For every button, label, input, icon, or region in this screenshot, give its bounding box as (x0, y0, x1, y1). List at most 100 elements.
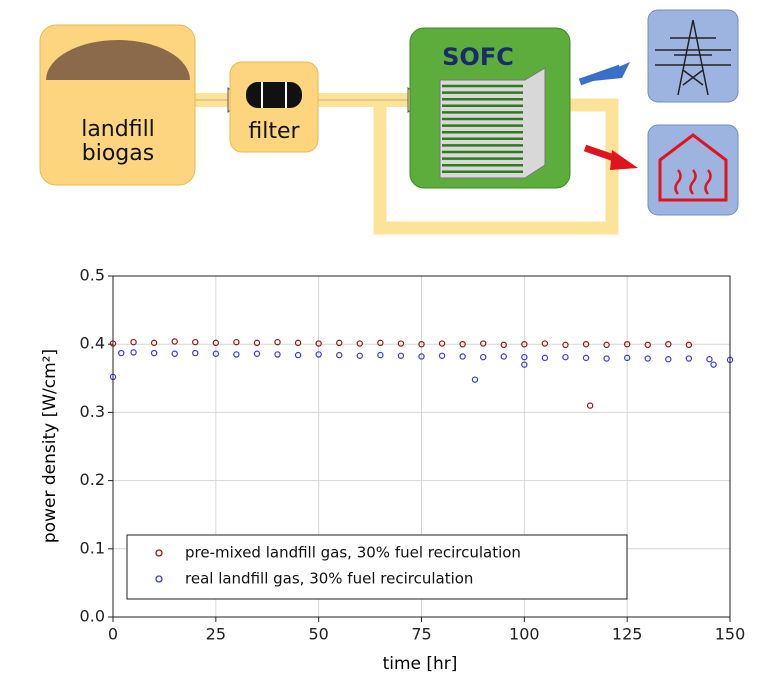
point (377, 339, 384, 347)
point (562, 341, 569, 349)
y-tick-label: 0.0 (80, 607, 105, 626)
point (500, 341, 507, 349)
point (603, 341, 610, 349)
point (397, 352, 405, 359)
point (118, 349, 125, 357)
chart: time [hr] power density [W/cm²] 0.0 0.1 0.… (40, 266, 745, 675)
point (336, 339, 343, 347)
point (541, 340, 549, 347)
point (685, 341, 693, 349)
x-tick-label: 75 (411, 625, 431, 644)
arrow-heat (610, 150, 638, 170)
stack-layers (442, 84, 523, 174)
x-tick-label: 50 (308, 625, 328, 644)
point (480, 353, 487, 361)
point (459, 353, 466, 360)
node-label: filter (248, 119, 300, 144)
point (603, 355, 610, 362)
point (665, 341, 672, 348)
point (233, 338, 240, 346)
x-axis-label: time [hr] (383, 654, 458, 674)
point (150, 349, 158, 357)
point (233, 351, 240, 358)
legend-marker (155, 575, 163, 583)
plot-frame (112, 275, 731, 618)
point (130, 349, 137, 356)
point (294, 339, 302, 347)
point (582, 341, 590, 348)
x-tick-label: 0 (108, 625, 118, 644)
point (356, 352, 363, 359)
process-diagram: landfill biogas filter SOFC (39, 9, 739, 235)
point (644, 355, 651, 362)
point (500, 353, 507, 360)
point (315, 340, 322, 347)
landfill-mask (46, 80, 190, 122)
pylon-icon (655, 19, 731, 96)
point (377, 351, 384, 359)
point (480, 340, 487, 347)
point (397, 340, 405, 347)
arrow-power (578, 64, 622, 86)
point (685, 355, 693, 362)
node-label: SOFC (442, 43, 514, 71)
power-box (647, 9, 739, 103)
point (171, 338, 178, 345)
point (438, 352, 446, 359)
point (212, 339, 220, 347)
point (521, 353, 528, 361)
y-tick-label: 0.2 (80, 470, 105, 489)
x-tick-label: 125 (612, 625, 643, 644)
y-tick-label: 0.4 (80, 334, 105, 353)
point (562, 353, 569, 361)
y-tick-label: 0.3 (80, 402, 105, 421)
y-axis-label: power density [W/cm²] (40, 349, 60, 543)
point (253, 339, 261, 347)
point (541, 354, 549, 362)
point (582, 354, 590, 362)
point (150, 339, 158, 347)
legend-marker (155, 549, 163, 557)
stack (439, 67, 546, 179)
legend-box (126, 534, 628, 600)
legend-label: pre-mixed landfill gas, 30% fuel recircu… (185, 544, 521, 562)
legend-label: real landfill gas, 30% fuel recirculatio… (185, 570, 473, 588)
point (212, 350, 220, 357)
point (710, 361, 717, 368)
y-tick-label: 0.5 (80, 266, 105, 285)
point (586, 402, 594, 409)
point (471, 376, 479, 383)
point (418, 341, 425, 348)
point (356, 340, 363, 347)
point (418, 353, 425, 360)
point (294, 351, 302, 359)
node-label: landfill biogas (81, 117, 155, 166)
point (459, 341, 466, 348)
point (623, 341, 631, 348)
point (336, 351, 343, 359)
point (274, 351, 281, 358)
y-tick-label: 0.1 (80, 538, 105, 557)
point (192, 349, 199, 357)
point (438, 340, 446, 347)
point (130, 338, 137, 346)
recirculation-pipe (373, 98, 619, 235)
heat-icon (674, 169, 712, 195)
point (274, 338, 281, 346)
point (521, 361, 528, 368)
point (521, 341, 528, 348)
x-tick-label: 150 (715, 625, 746, 644)
point (192, 338, 199, 346)
filter-icon (246, 82, 302, 108)
point (253, 350, 261, 357)
point (315, 351, 322, 358)
point (706, 356, 713, 363)
point (171, 350, 178, 357)
x-tick-label: 100 (509, 625, 540, 644)
x-tick-label: 25 (206, 625, 226, 644)
point (644, 341, 651, 349)
point (665, 356, 672, 363)
house-icon (658, 133, 728, 202)
point (623, 354, 631, 362)
